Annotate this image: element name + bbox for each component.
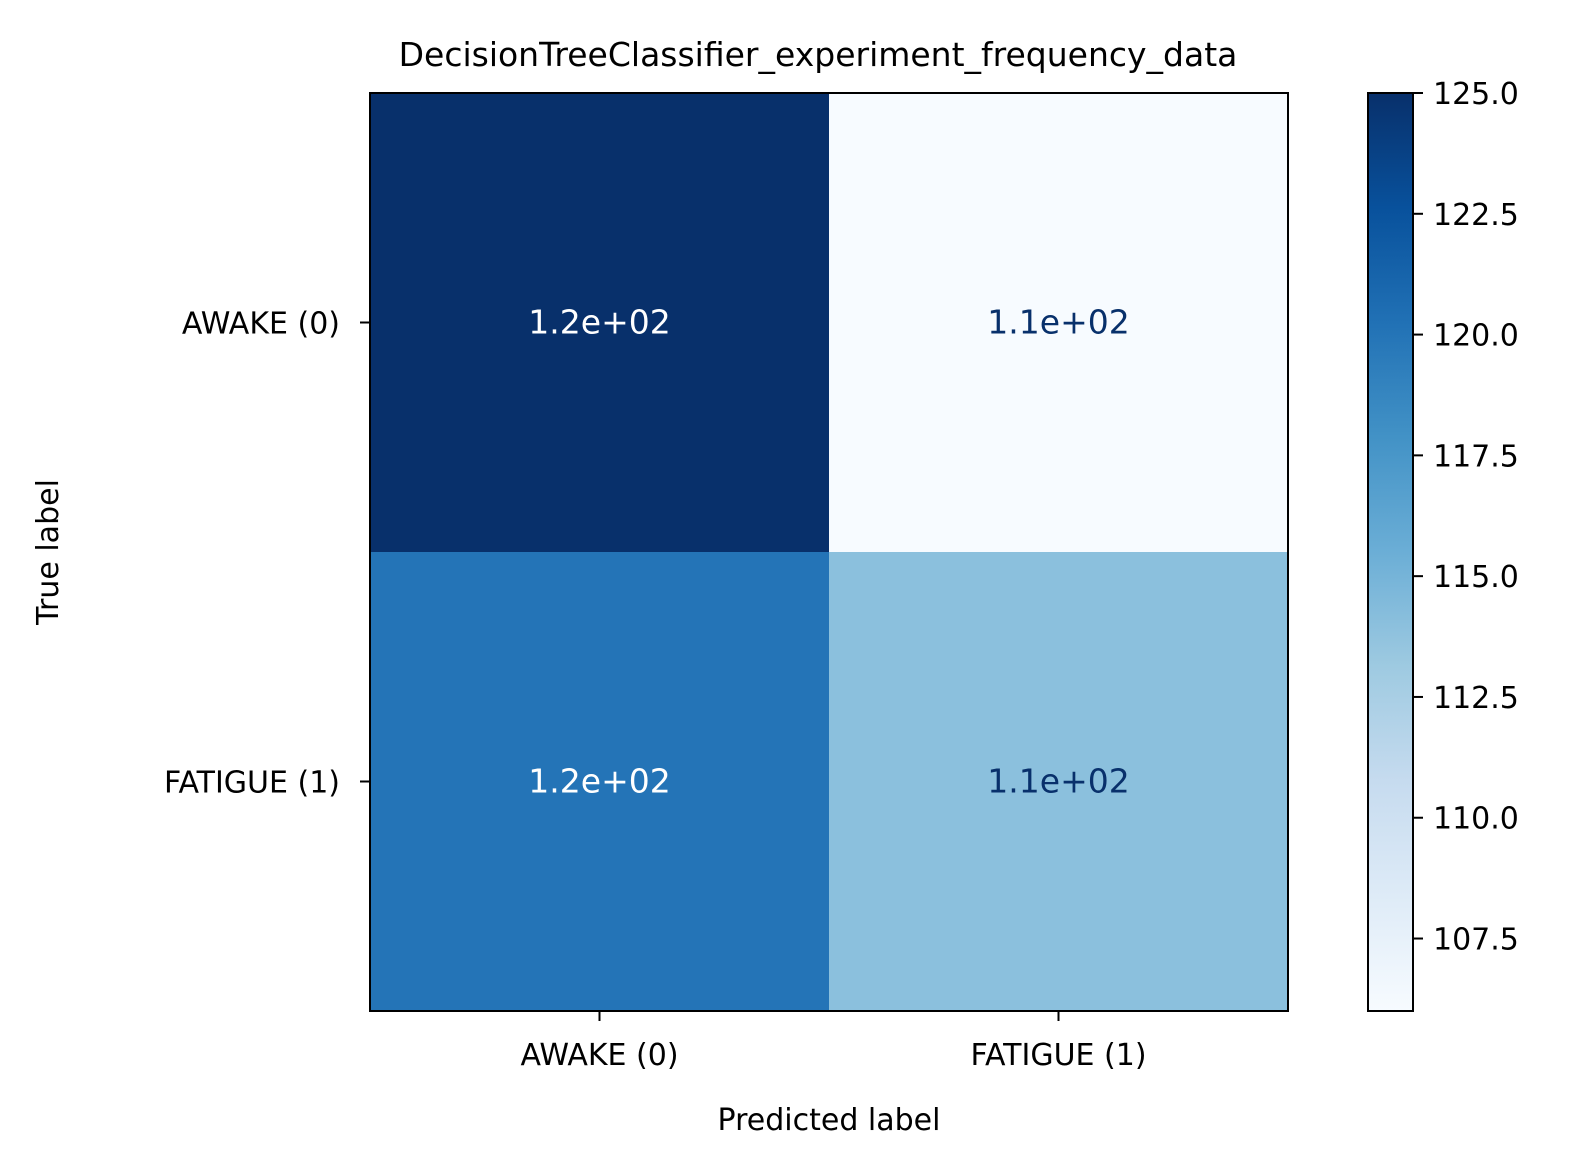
y-tick-label: AWAKE (0) [182, 307, 340, 342]
x-axis-ticks: AWAKE (0) FATIGUE (1) [520, 1011, 1147, 1073]
colorbar [1367, 92, 1414, 1012]
y-axis-ticks: AWAKE (0) FATIGUE (1) [164, 307, 370, 801]
chart-title: DecisionTreeClassifier_experiment_freque… [399, 35, 1238, 74]
matrix-cell-labels: 1.2e+02 1.1e+02 1.2e+02 1.1e+02 [528, 303, 1129, 801]
colorbar-tick-label: 120.0 [1433, 319, 1519, 354]
colorbar-tick-label: 117.5 [1433, 439, 1519, 474]
x-axis-label: Predicted label [718, 1103, 941, 1138]
cell-value-1-0: 1.2e+02 [528, 762, 670, 801]
colorbar-ticks: 107.5 110.0 112.5 115.0 117.5 120.0 122.5 125.0 [1413, 77, 1519, 958]
colorbar-tick-label: 110.0 [1433, 802, 1519, 837]
colorbar-tick-label: 107.5 [1433, 923, 1519, 958]
matrix-frame [369, 92, 1289, 1012]
x-tick-label: FATIGUE (1) [970, 1038, 1146, 1073]
matrix-cell-1-0 [370, 552, 829, 1011]
cell-value-0-0: 1.2e+02 [528, 303, 670, 342]
matrix-cell-1-1 [829, 552, 1288, 1011]
y-axis-label: True label [31, 479, 66, 626]
y-tick-label: FATIGUE (1) [164, 766, 340, 801]
matrix-cell-0-1 [829, 93, 1288, 552]
colorbar-tick-label: 115.0 [1433, 560, 1519, 595]
x-tick-label: AWAKE (0) [520, 1038, 678, 1073]
matrix-cell-0-0 [370, 93, 829, 552]
matrix-cells [370, 93, 1288, 1011]
cell-value-1-1: 1.1e+02 [987, 762, 1129, 801]
colorbar-tick-label: 112.5 [1433, 681, 1519, 716]
cell-value-0-1: 1.1e+02 [987, 303, 1129, 342]
colorbar-tick-label: 125.0 [1433, 77, 1519, 112]
colorbar-tick-label: 122.5 [1433, 198, 1519, 233]
